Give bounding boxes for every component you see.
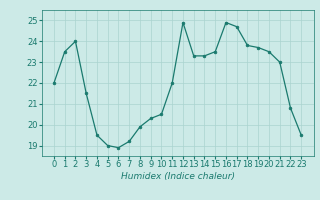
X-axis label: Humidex (Indice chaleur): Humidex (Indice chaleur) bbox=[121, 172, 235, 181]
